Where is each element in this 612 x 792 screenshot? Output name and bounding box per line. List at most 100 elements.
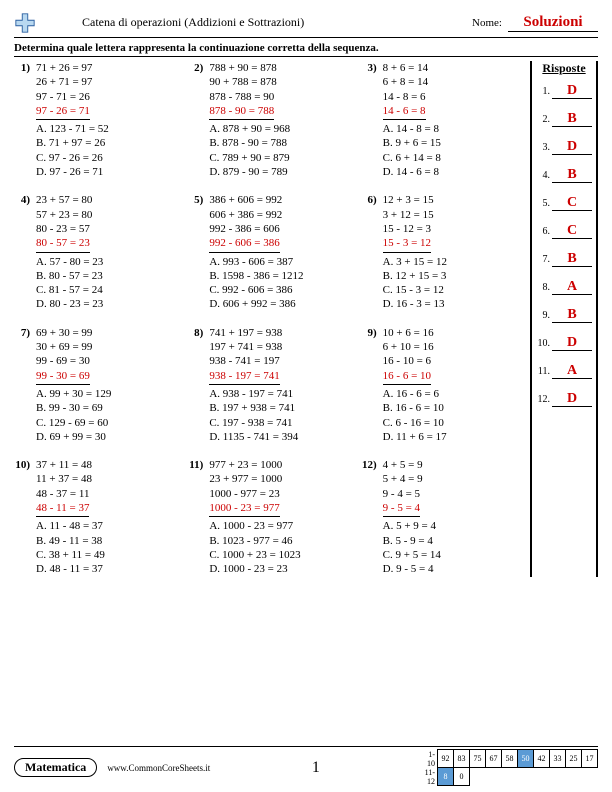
answer-index: 1.: [536, 86, 550, 97]
problem-number: 9): [361, 326, 383, 444]
problems-grid: 1)71 + 26 = 9726 + 71 = 9797 - 71 = 2697…: [14, 61, 522, 577]
option: D. 1135 - 741 = 394: [209, 430, 348, 444]
problem-number: 12): [361, 458, 383, 576]
option: B. 99 - 30 = 69: [36, 401, 175, 415]
answer-value: B: [552, 308, 592, 323]
option: D. 16 - 3 = 13: [383, 297, 522, 311]
options: A. 938 - 197 = 741B. 197 + 938 = 741C. 1…: [209, 387, 348, 444]
problem-number: 5): [187, 193, 209, 311]
equation: 606 + 386 = 992: [209, 208, 348, 222]
footer: Matematica www.CommonCoreSheets.it 1 1-1…: [14, 746, 598, 786]
answer-equation: 878 - 90 = 788: [209, 104, 274, 120]
answer-index: 7.: [536, 254, 550, 265]
answer-equation: 80 - 57 = 23: [36, 236, 90, 252]
answer-index: 2.: [536, 114, 550, 125]
header: Catena di operazioni (Addizioni e Sottra…: [14, 10, 598, 38]
equation: 71 + 26 = 97: [36, 61, 175, 75]
score-cell: 0: [454, 768, 470, 786]
options: A. 14 - 8 = 8B. 9 + 6 = 15C. 6 + 14 = 8D…: [383, 122, 522, 179]
option: C. 81 - 57 = 24: [36, 283, 175, 297]
option: D. 9 - 5 = 4: [383, 562, 522, 576]
option: A. 16 - 6 = 6: [383, 387, 522, 401]
equation: 11 + 37 = 48: [36, 472, 175, 486]
instructions: Determina quale lettera rappresenta la c…: [14, 40, 598, 57]
answer-value: D: [552, 84, 592, 99]
equation: 30 + 69 = 99: [36, 340, 175, 354]
answer-row: 7.B: [536, 252, 592, 267]
score-cell: 50: [518, 750, 534, 768]
option: B. 878 - 90 = 788: [209, 136, 348, 150]
equation: 97 - 71 = 26: [36, 90, 175, 104]
option: C. 789 + 90 = 879: [209, 151, 348, 165]
answers-sidebar: Risposte 1.D2.B3.D4.B5.C6.C7.B8.A9.B10.D…: [530, 61, 598, 577]
problem: 8)741 + 197 = 938197 + 741 = 938938 - 74…: [187, 326, 348, 444]
equation: 57 + 23 = 80: [36, 208, 175, 222]
answer-value: A: [552, 364, 592, 379]
options: A. 99 + 30 = 129B. 99 - 30 = 69C. 129 - …: [36, 387, 175, 444]
score-cell: 42: [534, 750, 550, 768]
answer-index: 12.: [536, 394, 550, 405]
answer-row: 9.B: [536, 308, 592, 323]
option: C. 1000 + 23 = 1023: [209, 548, 348, 562]
equation: 8 + 6 = 14: [383, 61, 522, 75]
answer-row: 8.A: [536, 280, 592, 295]
score-cell: 25: [566, 750, 582, 768]
equation: 23 + 977 = 1000: [209, 472, 348, 486]
answer-row: 5.C: [536, 196, 592, 211]
option: B. 12 + 15 = 3: [383, 269, 522, 283]
answer-index: 9.: [536, 310, 550, 321]
equation: 80 - 23 = 57: [36, 222, 175, 236]
answer-row: 4.B: [536, 168, 592, 183]
equation: 12 + 3 = 15: [383, 193, 522, 207]
option: B. 1023 - 977 = 46: [209, 534, 348, 548]
options: A. 16 - 6 = 6B. 16 - 6 = 10C. 6 - 16 = 1…: [383, 387, 522, 444]
answer-equation: 97 - 26 = 71: [36, 104, 90, 120]
option: D. 80 - 23 = 23: [36, 297, 175, 311]
options: A. 878 + 90 = 968B. 878 - 90 = 788C. 789…: [209, 122, 348, 179]
answer-equation: 48 - 11 = 37: [36, 501, 89, 517]
answer-index: 3.: [536, 142, 550, 153]
option: C. 9 + 5 = 14: [383, 548, 522, 562]
answer-equation: 992 - 606 = 386: [209, 236, 279, 252]
option: B. 197 + 938 = 741: [209, 401, 348, 415]
option: C. 6 - 16 = 10: [383, 416, 522, 430]
score-cell: 58: [502, 750, 518, 768]
problem-number: 7): [14, 326, 36, 444]
option: A. 3 + 15 = 12: [383, 255, 522, 269]
option: A. 1000 - 23 = 977: [209, 519, 348, 533]
option: B. 16 - 6 = 10: [383, 401, 522, 415]
answer-value: D: [552, 336, 592, 351]
equation: 15 - 12 = 3: [383, 222, 522, 236]
option: B. 9 + 6 = 15: [383, 136, 522, 150]
answer-row: 6.C: [536, 224, 592, 239]
equation: 6 + 8 = 14: [383, 75, 522, 89]
equation: 992 - 386 = 606: [209, 222, 348, 236]
equation: 5 + 4 = 9: [383, 472, 522, 486]
options: A. 993 - 606 = 387B. 1598 - 386 = 1212C.…: [209, 255, 348, 312]
problem: 3)8 + 6 = 146 + 8 = 1414 - 8 = 614 - 6 =…: [361, 61, 522, 179]
options: A. 1000 - 23 = 977B. 1023 - 977 = 46C. 1…: [209, 519, 348, 576]
answer-row: 1.D: [536, 84, 592, 99]
answer-equation: 938 - 197 = 741: [209, 369, 279, 385]
equation: 9 - 4 = 5: [383, 487, 522, 501]
page-number: 1: [210, 759, 421, 777]
equation: 4 + 5 = 9: [383, 458, 522, 472]
equation: 741 + 197 = 938: [209, 326, 348, 340]
name-value: Soluzioni: [508, 14, 598, 32]
answer-value: B: [552, 112, 592, 127]
option: A. 993 - 606 = 387: [209, 255, 348, 269]
equation: 977 + 23 = 1000: [209, 458, 348, 472]
option: D. 14 - 6 = 8: [383, 165, 522, 179]
option: C. 38 + 11 = 49: [36, 548, 175, 562]
answers-title: Risposte: [536, 61, 592, 76]
score-grid: 1-109283756758504233251711-1280: [422, 749, 599, 786]
equation: 48 - 37 = 11: [36, 487, 175, 501]
answer-row: 2.B: [536, 112, 592, 127]
equation: 386 + 606 = 992: [209, 193, 348, 207]
option: B. 5 - 9 = 4: [383, 534, 522, 548]
score-cell: 33: [550, 750, 566, 768]
option: C. 97 - 26 = 26: [36, 151, 175, 165]
option: A. 14 - 8 = 8: [383, 122, 522, 136]
answer-value: D: [552, 140, 592, 155]
option: D. 11 + 6 = 17: [383, 430, 522, 444]
